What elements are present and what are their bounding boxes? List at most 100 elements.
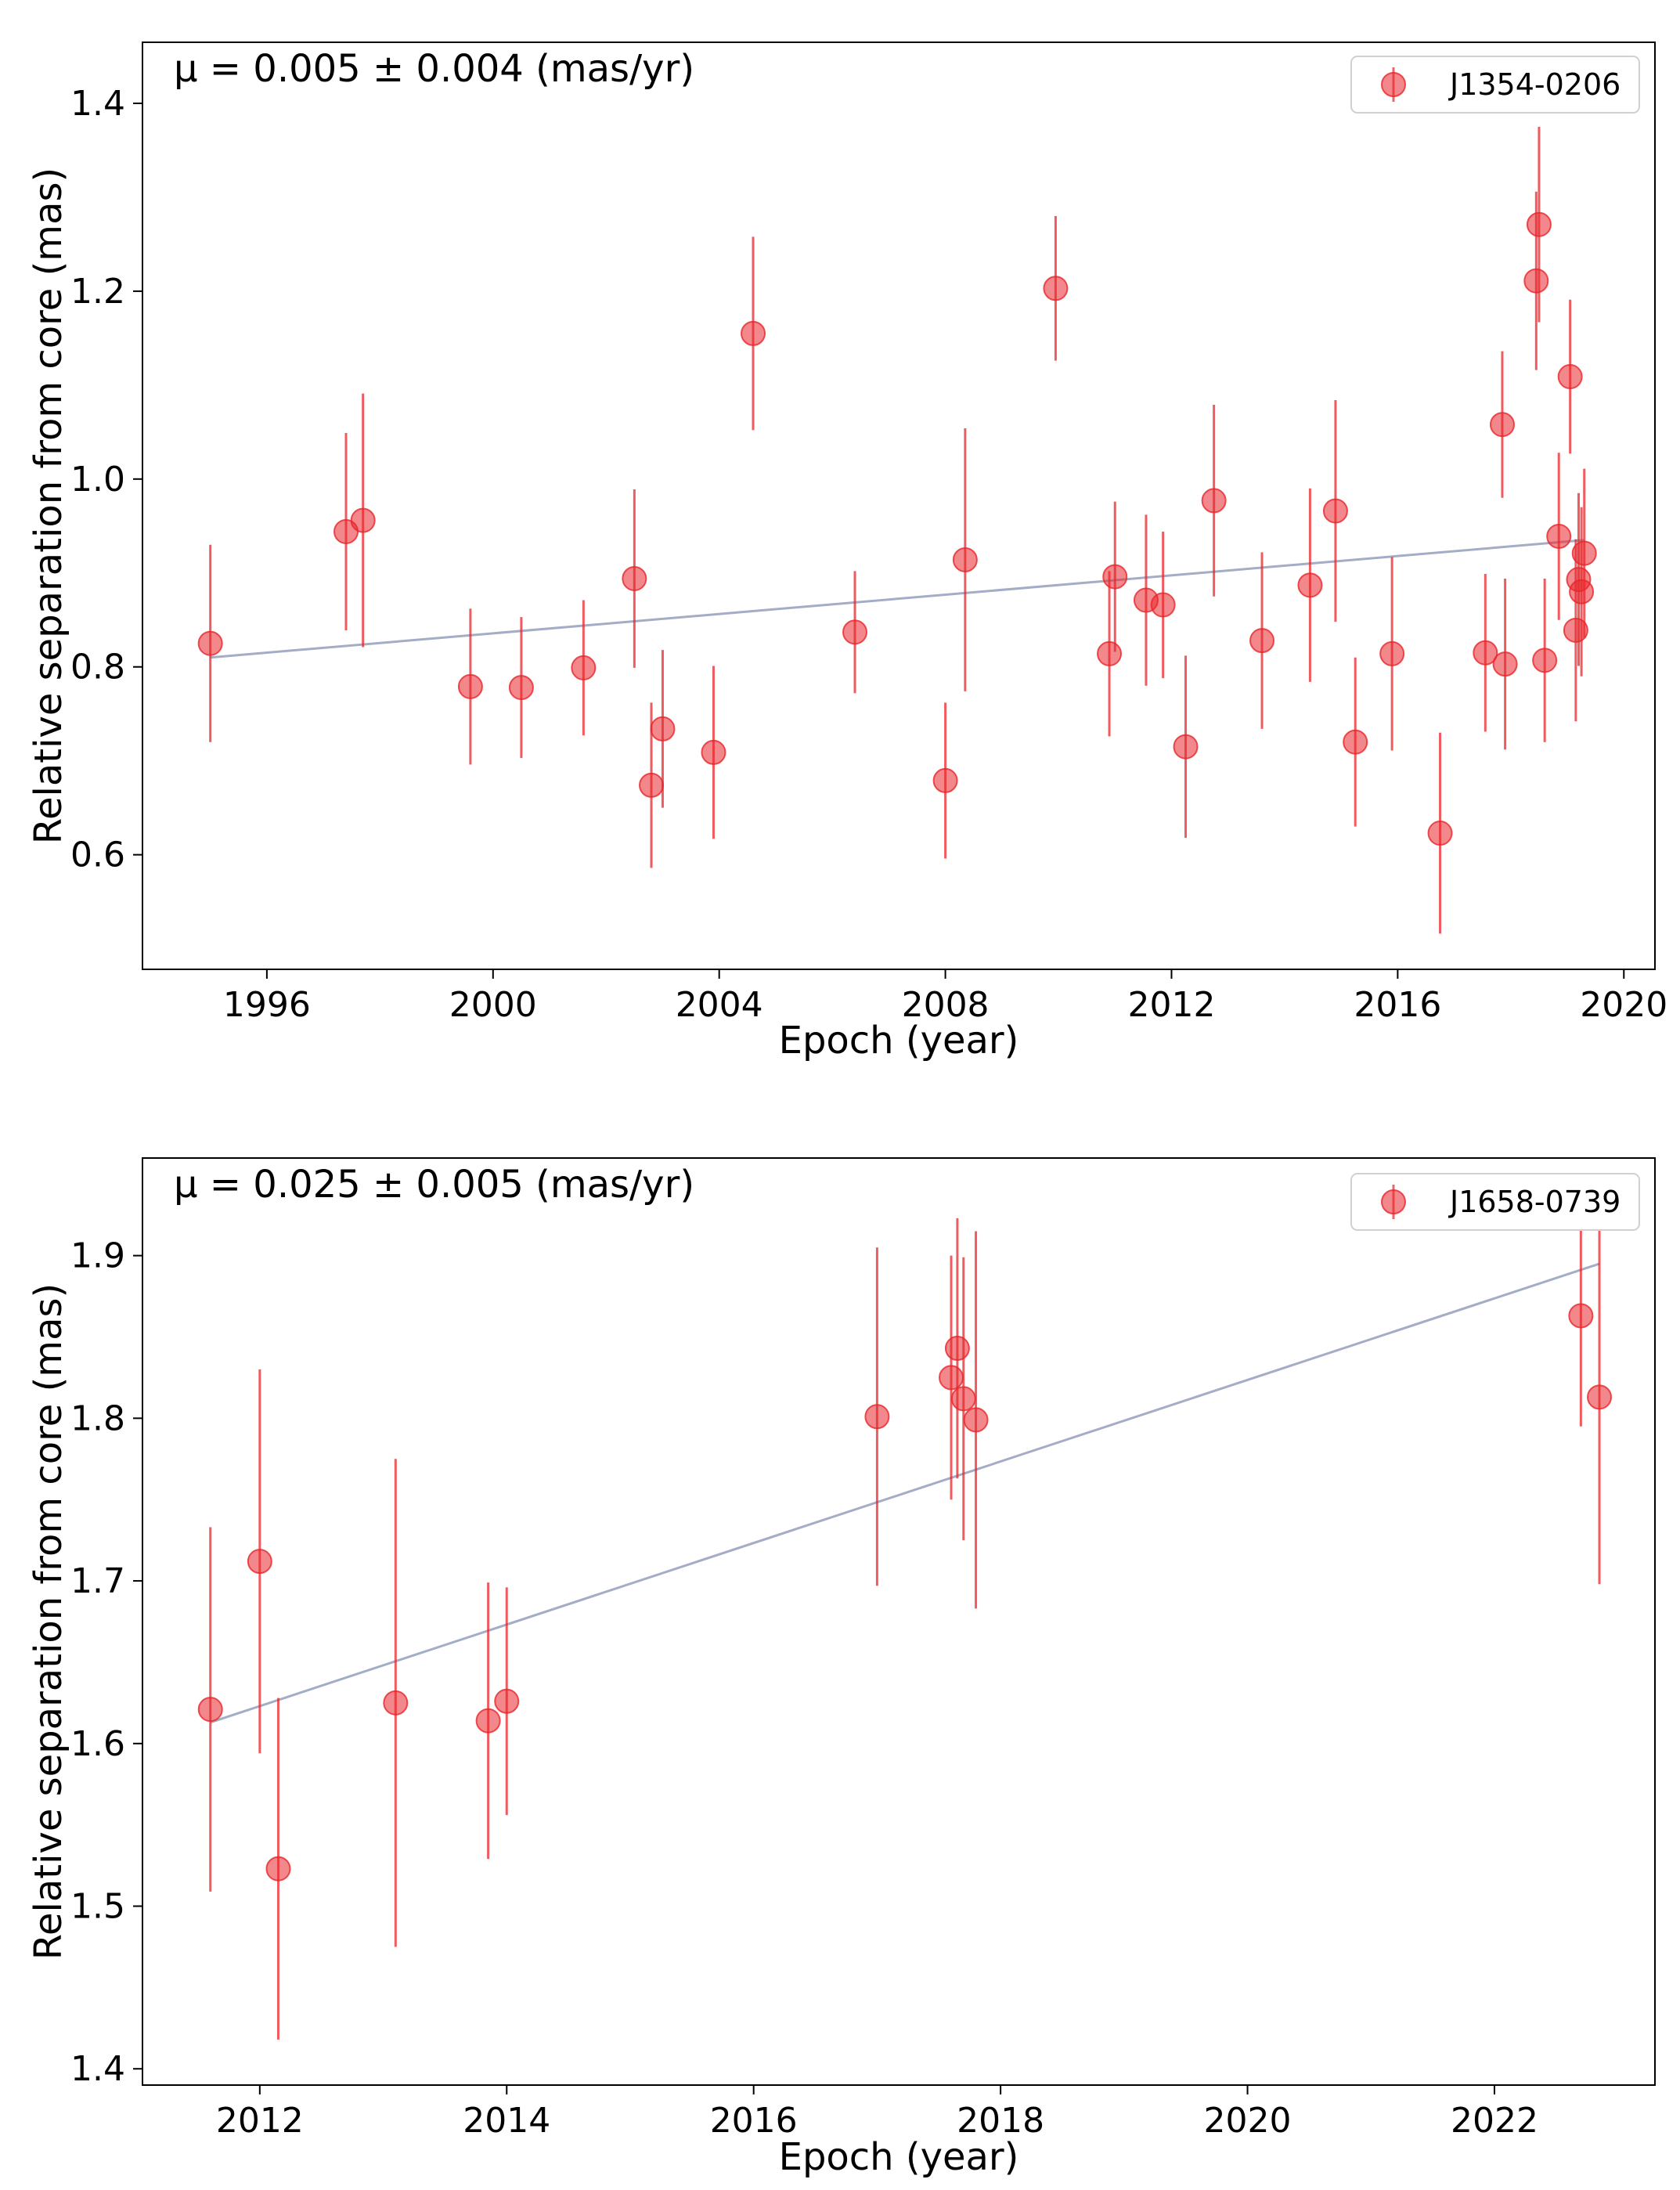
data-point	[1043, 276, 1069, 301]
fit-line	[210, 1262, 1600, 1724]
data-point	[1489, 412, 1515, 438]
x-tick-label: 2018	[957, 2101, 1044, 2141]
error-bar-layer	[209, 1205, 1601, 2040]
y-ticks: 0.6 0.8 1.0 1.2 1.4	[70, 84, 142, 875]
marker-layer	[197, 211, 1597, 846]
data-point	[1523, 268, 1549, 294]
top-chart-panel: 1996 2000 2004 2008 2012 2016 2020 0.6 0.8 1.0 1.…	[27, 41, 1667, 1063]
proper-motion-annotation: μ = 0.005 ± 0.004 (mas/yr)	[174, 47, 694, 91]
y-tick-label: 1.7	[70, 1561, 125, 1601]
x-tick-label: 2012	[1127, 985, 1215, 1025]
data-point	[1526, 211, 1552, 237]
proper-motion-annotation: μ = 0.025 ± 0.005 (mas/yr)	[174, 1163, 694, 1207]
data-point	[842, 619, 868, 645]
fit-line	[210, 539, 1584, 659]
data-point	[247, 1549, 272, 1575]
x-tick-label: 2022	[1451, 2101, 1538, 2141]
y-tick-label: 1.0	[70, 460, 125, 500]
legend-label: J1354-0206	[1448, 67, 1621, 102]
data-point	[1150, 592, 1176, 618]
data-point	[639, 772, 665, 798]
plot-frame	[142, 41, 1656, 970]
data-point	[350, 507, 376, 533]
legend-marker	[1381, 1189, 1406, 1214]
data-point	[1173, 734, 1199, 759]
legend-box	[1350, 1173, 1640, 1231]
x-tick-label: 2020	[1204, 2101, 1292, 2141]
x-tick-label: 2016	[710, 2101, 798, 2141]
x-ticks: 1996 2000 2004 2008 2012 2016 2020	[223, 969, 1667, 1025]
legend-box	[1350, 56, 1640, 114]
fit-line-layer	[210, 1262, 1600, 1724]
marker-layer	[197, 1303, 1613, 1882]
bottom-chart-panel: 2012 2014 2016 2018 2020 2022 1.4 1.5 1.6 1.7 1.8…	[27, 1157, 1656, 2179]
data-point	[650, 716, 676, 741]
x-tick-label: 1996	[223, 985, 311, 1025]
data-point	[1546, 523, 1572, 549]
y-tick-label: 1.8	[70, 1398, 125, 1438]
data-point	[622, 565, 647, 591]
plot-frame	[142, 1157, 1656, 2086]
y-tick-label: 0.6	[70, 835, 125, 875]
legend-label: J1658-0739	[1448, 1185, 1621, 1219]
data-point	[1563, 617, 1588, 643]
y-axis-label: Relative separation from core (mas)	[27, 1283, 70, 1960]
data-point	[1249, 628, 1275, 654]
x-ticks: 2012 2014 2016 2018 2020 2022	[216, 2085, 1538, 2141]
data-point	[383, 1690, 409, 1716]
data-point	[741, 320, 766, 346]
y-tick-label: 1.6	[70, 1724, 125, 1764]
data-point	[197, 1697, 223, 1723]
x-tick-label: 2020	[1580, 985, 1667, 1025]
data-point	[1102, 564, 1128, 590]
data-point	[475, 1708, 501, 1734]
data-point	[864, 1404, 890, 1430]
x-tick-label: 2012	[216, 2101, 304, 2141]
data-point	[457, 673, 483, 699]
data-point	[1379, 640, 1405, 666]
data-point	[1427, 821, 1453, 846]
data-point	[939, 1365, 964, 1391]
legend: J1658-0739	[1350, 1173, 1640, 1231]
x-tick-label: 2016	[1354, 985, 1441, 1025]
y-tick-label: 0.8	[70, 648, 125, 687]
data-point	[950, 1386, 976, 1412]
data-point	[944, 1336, 970, 1362]
data-point	[1343, 729, 1368, 755]
data-point	[1322, 498, 1348, 524]
y-tick-label: 1.4	[70, 2049, 125, 2089]
data-point	[1297, 572, 1323, 598]
data-point	[1571, 540, 1597, 566]
y-axis-label: Relative separation from core (mas)	[27, 168, 70, 844]
data-point	[494, 1688, 520, 1714]
data-point	[1492, 651, 1518, 677]
x-tick-label: 2014	[463, 2101, 550, 2141]
fit-line-layer	[210, 539, 1584, 659]
data-point	[1569, 579, 1595, 604]
x-tick-label: 2000	[449, 985, 537, 1025]
data-point	[952, 547, 978, 572]
y-tick-label: 1.4	[70, 84, 125, 124]
legend: J1354-0206	[1350, 56, 1640, 114]
data-point	[1587, 1384, 1613, 1410]
error-bar-layer	[209, 126, 1586, 934]
data-point	[932, 767, 958, 793]
data-point	[197, 630, 223, 656]
data-point	[1532, 648, 1558, 673]
x-tick-label: 2008	[902, 985, 990, 1025]
x-tick-label: 2004	[676, 985, 763, 1025]
data-point	[1473, 640, 1498, 666]
data-point	[1201, 488, 1227, 514]
x-axis-label: Epoch (year)	[779, 1019, 1019, 1063]
data-point	[963, 1407, 989, 1433]
data-point	[265, 1856, 291, 1882]
y-ticks: 1.4 1.5 1.6 1.7 1.8 1.9	[70, 1236, 142, 2089]
y-tick-label: 1.9	[70, 1236, 125, 1276]
legend-marker	[1381, 72, 1406, 97]
data-point	[1097, 640, 1123, 666]
data-point	[508, 675, 534, 701]
y-tick-label: 1.2	[70, 272, 125, 312]
data-point	[571, 655, 597, 680]
x-axis-label: Epoch (year)	[779, 2135, 1019, 2179]
data-point	[701, 739, 726, 765]
